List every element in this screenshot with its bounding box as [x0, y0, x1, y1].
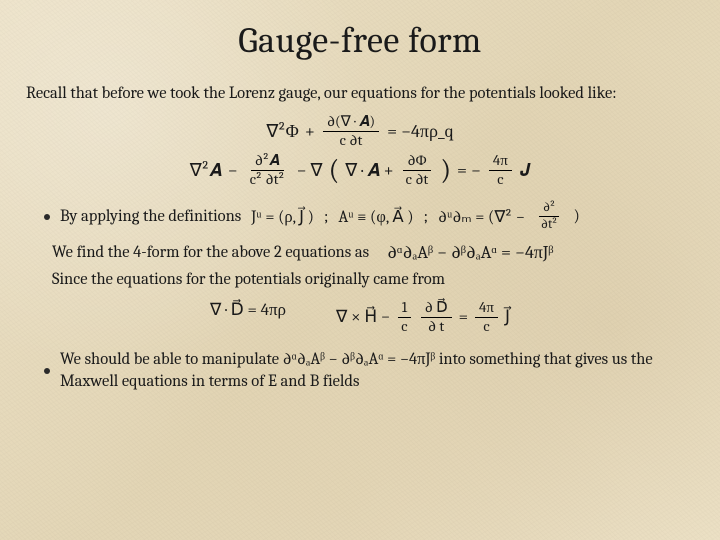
- four-form-eq: ∂ᵅ∂ₐAᵝ − ∂ᵝ∂ₐAᵅ = −4πJᵝ: [387, 242, 553, 263]
- curl-rhs-frac: 4π c: [475, 300, 498, 335]
- closing-bullet: We should be able to manipulate ∂ᵅ∂ₐAᵝ −…: [44, 349, 676, 394]
- recall-text: Recall that before we took the Lorenz ga…: [26, 83, 694, 104]
- eq-line-1: ∇²Φ + ∂(∇ · 𝑨) c ∂t = −4πρ_q: [26, 114, 694, 149]
- def-d-lead: ∂ᵘ∂ₘ = (∇² −: [438, 207, 525, 227]
- since-text: Since the equations for the potentials o…: [52, 269, 694, 290]
- eq2-rhs-frac-num: 4π: [489, 153, 512, 171]
- eq2-paren-frac: ∂Φ c ∂t: [402, 153, 433, 188]
- find-text: We find the 4-form for the above 2 equat…: [52, 243, 369, 262]
- curl-frac-1c-num: 1: [398, 300, 411, 318]
- def-d-frac-den: ∂t²: [537, 217, 562, 232]
- closing-lead: We should be able to manipulate: [60, 350, 279, 369]
- curl-frac-1c: 1 c: [397, 300, 411, 335]
- eq1-frac-num: ∂(∇ · 𝑨): [323, 114, 379, 132]
- eq2-minus2: − ∇: [297, 160, 323, 181]
- eq1-frac: ∂(∇ · 𝑨) c ∂t: [323, 114, 379, 149]
- eq2-frac1-den: c² ∂t²: [246, 171, 289, 188]
- eq2-rhs-eq: = −: [457, 160, 481, 181]
- def-a: Aᵘ ≡ (φ, A⃗ ): [338, 207, 413, 227]
- closing-content: We should be able to manipulate ∂ᵅ∂ₐAᵝ −…: [60, 349, 676, 394]
- find-row: We find the 4-form for the above 2 equat…: [52, 242, 694, 263]
- def-sep1: ;: [324, 207, 328, 226]
- definitions-lead: By applying the definitions: [60, 207, 241, 226]
- eq1-rhs: = −4πρ_q: [387, 121, 454, 142]
- bullet-icon: [44, 214, 50, 220]
- closing-eq: ∂ᵅ∂ₐAᵝ − ∂ᵝ∂ₐAᵅ = −4πJᵝ: [283, 350, 436, 369]
- curl-eq-sign: =: [459, 308, 468, 327]
- eq-line-2: ∇²𝑨 − ∂²𝑨 c² ∂t² − ∇ ( ∇ · 𝑨 + ∂Φ c ∂t )…: [26, 153, 694, 188]
- potential-equations: ∇²Φ + ∂(∇ · 𝑨) c ∂t = −4πρ_q ∇²𝑨 − ∂²𝑨 c…: [26, 114, 694, 187]
- bullet-icon-2: [44, 368, 50, 374]
- curl-rhs-j: J⃗: [505, 307, 510, 327]
- maxwell-div-d: ∇ · D⃗ = 4πρ: [210, 300, 286, 335]
- eq1-plus: +: [305, 121, 315, 142]
- curl-frac-1c-den: c: [397, 318, 411, 335]
- eq2-frac1-num: ∂²𝑨: [251, 153, 284, 171]
- eq2-paren-frac-num: ∂Φ: [403, 153, 430, 171]
- maxwell-equations: ∇ · D⃗ = 4πρ ∇ × H⃗ − 1 c ∂ D⃗ ∂ t = 4π …: [26, 300, 694, 335]
- eq2-rhs-j: 𝑱: [520, 160, 530, 181]
- curl-rhs-frac-den: c: [479, 318, 493, 335]
- def-d-frac: ∂² ∂t²: [537, 201, 562, 231]
- eq2-minus1: −: [228, 160, 238, 181]
- eq2-close-paren: ): [440, 162, 451, 179]
- def-d-frac-num: ∂²: [539, 201, 559, 217]
- eq2-open-paren: (: [329, 162, 340, 179]
- eq1-lhs: ∇²Φ: [266, 121, 299, 142]
- slide-container: Gauge-free form Recall that before we to…: [0, 0, 720, 540]
- curl-lead: ∇ × H⃗ −: [336, 307, 390, 327]
- eq2-rhs-frac-den: c: [493, 171, 507, 188]
- definitions-bullet: By applying the definitions Jᵘ = (ρ, J⃗ …: [44, 201, 694, 231]
- eq2-paren-a: ∇ · 𝑨 +: [345, 160, 393, 181]
- eq1-frac-den: c ∂t: [336, 132, 367, 149]
- curl-rhs-frac-num: 4π: [475, 300, 498, 318]
- eq2-rhs-frac: 4π c: [489, 153, 512, 188]
- curl-frac-dd-den: ∂ t: [424, 318, 448, 335]
- slide-title: Gauge-free form: [26, 20, 694, 61]
- def-d-tail: ): [573, 207, 579, 226]
- eq2-frac1: ∂²𝑨 c² ∂t²: [246, 153, 289, 188]
- def-sep2: ;: [424, 207, 428, 226]
- eq2-paren-frac-den: c ∂t: [402, 171, 433, 188]
- curl-frac-dd: ∂ D⃗ ∂ t: [421, 300, 452, 335]
- eq2-lhs: ∇²𝑨: [190, 160, 222, 181]
- def-j: Jᵘ = (ρ, J⃗ ): [251, 207, 314, 227]
- maxwell-curl-h: ∇ × H⃗ − 1 c ∂ D⃗ ∂ t = 4π c J⃗: [336, 300, 510, 335]
- curl-frac-dd-num: ∂ D⃗: [421, 300, 452, 318]
